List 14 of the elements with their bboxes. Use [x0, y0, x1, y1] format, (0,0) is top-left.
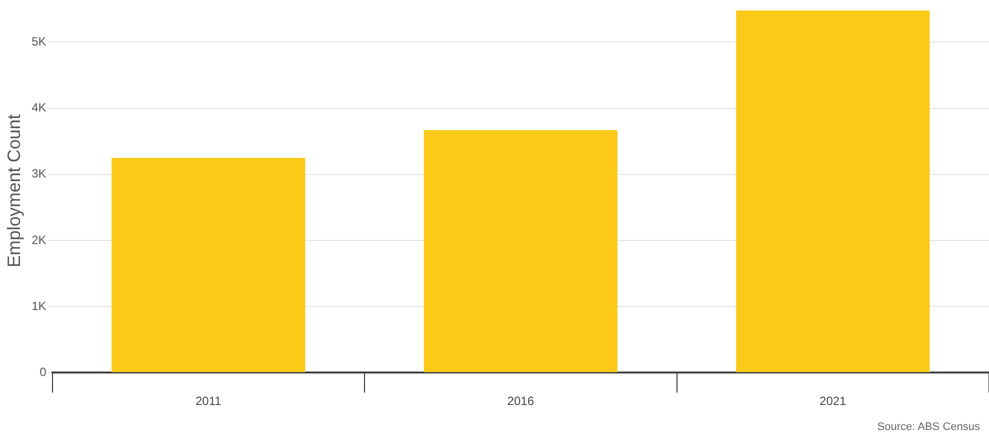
bar [736, 10, 930, 372]
y-tick-label: 0 [40, 364, 47, 379]
y-axis-title: Employment Count [4, 114, 24, 268]
y-tick-label: 3K [32, 166, 46, 181]
y-tick-label: 4K [32, 100, 46, 115]
x-tick-label: 2011 [195, 394, 222, 408]
y-tick-label: 1K [32, 298, 46, 313]
bar [424, 130, 618, 372]
y-tick-label: 2K [32, 232, 46, 247]
x-tick-label: 2016 [507, 394, 534, 408]
y-tick-label: 5K [32, 34, 46, 49]
x-tick-label: 2021 [820, 394, 847, 408]
bar [112, 158, 306, 372]
source-note: Source: ABS Census [877, 421, 980, 433]
